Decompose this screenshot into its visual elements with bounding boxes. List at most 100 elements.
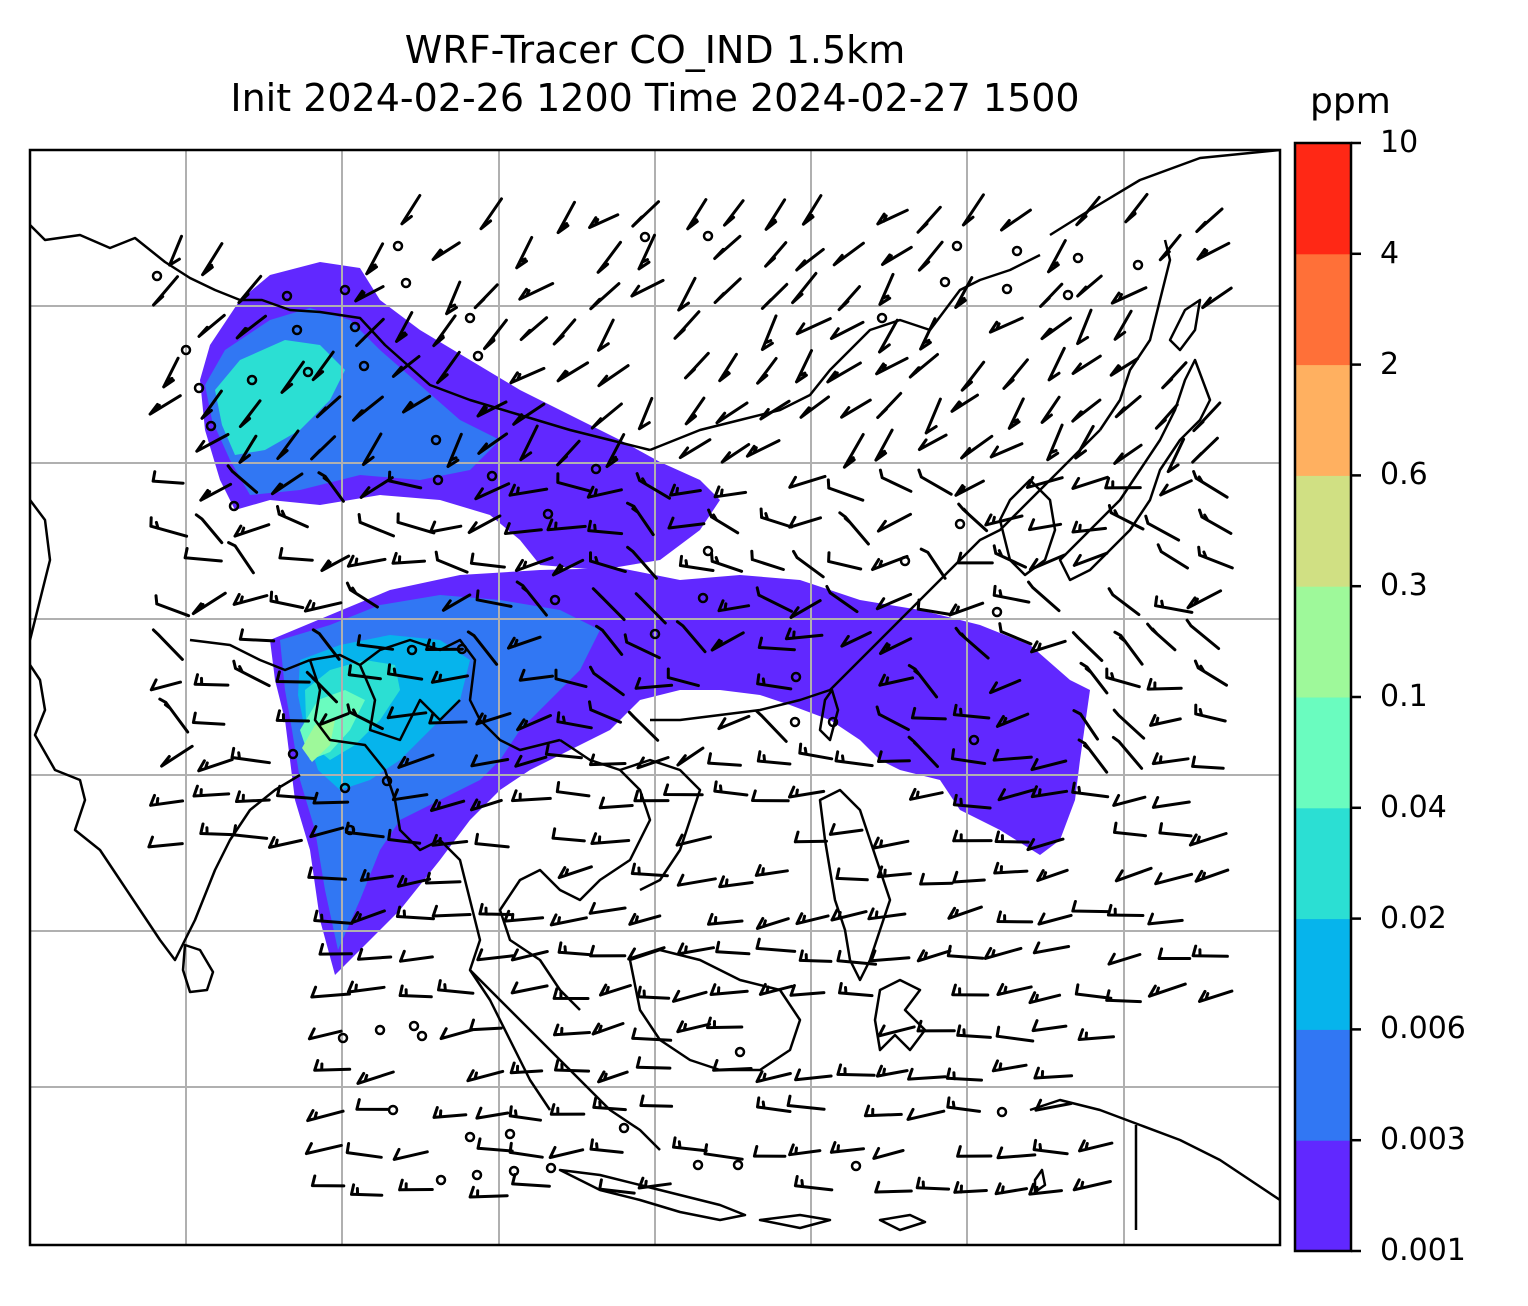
calm-wind-marker — [951, 240, 963, 252]
calm-wind-marker — [287, 748, 299, 760]
wind-barb — [876, 865, 912, 879]
wind-barb — [1194, 868, 1230, 883]
wind-barb — [424, 871, 462, 885]
wind-barb — [627, 946, 666, 961]
wind-barb — [961, 193, 985, 227]
wind-barb — [475, 589, 513, 608]
wind-barb — [147, 835, 184, 849]
wind-barb — [992, 748, 1033, 762]
calm-wind-marker — [649, 628, 661, 640]
colorbar-tick-label: 0.3 — [1380, 568, 1428, 604]
wind-barb — [398, 984, 433, 999]
wind-barb — [597, 318, 615, 352]
wind-barb — [152, 275, 179, 307]
calm-wind-marker — [472, 350, 484, 362]
wind-barb — [1074, 424, 1095, 460]
wind-barb — [989, 442, 1024, 459]
wind-barb — [953, 1181, 988, 1194]
wind-barb — [352, 395, 384, 422]
wind-barb — [1201, 286, 1233, 310]
wind-barb — [310, 435, 337, 461]
wind-barb — [1071, 631, 1104, 662]
tracer-plume-north-inner — [215, 340, 345, 455]
wind-barb — [669, 483, 702, 497]
wind-barb — [906, 1107, 946, 1121]
wind-barb — [1154, 595, 1194, 614]
colorbar-tick-label: 0.006 — [1380, 1011, 1466, 1047]
wind-barb — [149, 793, 185, 807]
wind-barb — [1107, 587, 1141, 617]
wind-barb — [1071, 520, 1107, 534]
wind-barb — [875, 1064, 909, 1078]
calm-wind-marker — [1132, 259, 1144, 271]
wind-barb — [551, 827, 586, 843]
wind-barb — [391, 355, 421, 378]
wind-barb — [878, 673, 915, 687]
wind-barb — [916, 205, 942, 234]
wind-barb — [957, 502, 989, 533]
wind-barb — [556, 200, 576, 235]
wind-barb — [755, 709, 788, 743]
wind-barb — [199, 482, 233, 502]
calm-wind-marker — [697, 592, 709, 604]
wind-barb — [1033, 1066, 1074, 1080]
wind-barb — [672, 1136, 708, 1153]
wind-barb — [1151, 752, 1190, 766]
calm-wind-marker — [246, 374, 258, 386]
wind-barb — [276, 505, 309, 529]
calm-wind-marker — [435, 1174, 447, 1186]
wind-barb — [917, 433, 948, 451]
calm-wind-marker — [692, 1159, 704, 1171]
wind-barb — [793, 830, 828, 844]
wind-barb — [1146, 622, 1177, 652]
wind-barb — [996, 910, 1034, 924]
wind-barb — [686, 198, 708, 231]
wind-barb — [515, 580, 548, 617]
wind-barb — [191, 711, 226, 726]
wind-barb — [396, 512, 436, 535]
wind-barb — [588, 700, 622, 724]
wind-barb — [764, 241, 788, 268]
wind-barb — [1000, 208, 1032, 232]
wind-barb — [392, 1147, 429, 1161]
colorbar-frame — [1293, 141, 1353, 1253]
wind-barb — [511, 789, 552, 803]
wind-barb — [709, 983, 749, 996]
wind-barb — [313, 1059, 352, 1072]
wind-barb — [183, 547, 223, 563]
wind-barb — [238, 399, 262, 428]
wind-barb — [238, 628, 276, 643]
wind-barb — [945, 1067, 983, 1082]
wind-barb — [1039, 282, 1064, 308]
wind-barb — [1047, 239, 1067, 274]
calm-wind-marker — [358, 360, 370, 372]
wind-barb — [276, 784, 316, 800]
wind-barb — [466, 630, 499, 666]
wind-barb — [395, 905, 435, 921]
wind-barb — [468, 1185, 509, 1199]
wind-barb — [356, 1070, 395, 1085]
wind-barb — [475, 1106, 510, 1120]
wind-barb — [557, 865, 593, 880]
wind-barb — [628, 912, 662, 926]
wind-barb — [995, 1025, 1035, 1043]
wind-barb — [910, 706, 947, 721]
wind-barb — [432, 1106, 468, 1119]
calm-wind-marker — [291, 324, 303, 336]
wind-barb — [509, 1061, 544, 1075]
calm-wind-marker — [387, 1104, 399, 1116]
wind-barb — [1149, 714, 1182, 727]
wind-barb — [678, 438, 712, 460]
colorbar-tick-label: 0.6 — [1380, 457, 1428, 493]
wind-barb — [672, 989, 708, 1003]
wind-barb — [344, 821, 385, 839]
wind-barb — [666, 667, 700, 688]
wind-barb — [829, 1141, 865, 1154]
wind-barb — [754, 864, 789, 877]
wind-barb — [278, 547, 314, 562]
wind-barb — [1104, 476, 1142, 490]
wind-barb — [473, 283, 499, 310]
calm-wind-marker — [193, 382, 205, 394]
wind-barbs — [147, 192, 1234, 1199]
calm-wind-marker — [545, 1162, 557, 1174]
